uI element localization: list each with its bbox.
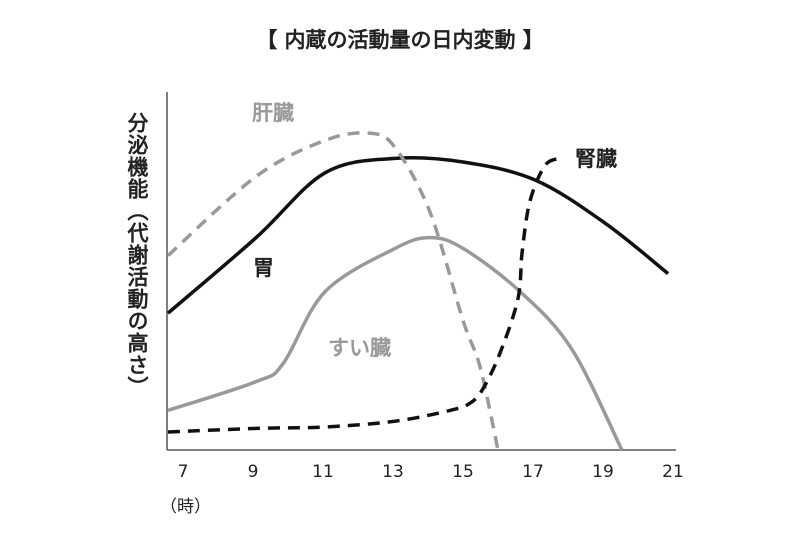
x-unit-label: （時） bbox=[160, 497, 211, 517]
series-line-stomach bbox=[166, 155, 670, 315]
series-line-pancreas bbox=[167, 235, 624, 451]
series-line-liver bbox=[166, 131, 500, 451]
x-tick-label: 7 bbox=[178, 462, 189, 482]
series-label-stomach: 胃 bbox=[253, 256, 274, 280]
chart-title: 【 内蔵の活動量の日内変動 】 bbox=[256, 28, 544, 52]
x-tick-label: 17 bbox=[522, 462, 544, 482]
x-tick-label: 9 bbox=[248, 462, 259, 482]
x-tick-label: 15 bbox=[452, 462, 474, 482]
series-label-pancreas: すい臓 bbox=[328, 336, 391, 360]
x-tick-label: 19 bbox=[592, 462, 614, 482]
x-tick-label: 11 bbox=[312, 462, 334, 482]
y-axis-label: 分泌機能（代謝活動の高さ） bbox=[125, 112, 149, 398]
series-label-liver: 肝臓 bbox=[252, 101, 294, 125]
x-tick-label: 13 bbox=[382, 462, 404, 482]
series-line-kidney bbox=[167, 156, 561, 434]
series-label-kidney: 腎臓 bbox=[575, 147, 617, 171]
x-tick-label: 21 bbox=[662, 462, 684, 482]
